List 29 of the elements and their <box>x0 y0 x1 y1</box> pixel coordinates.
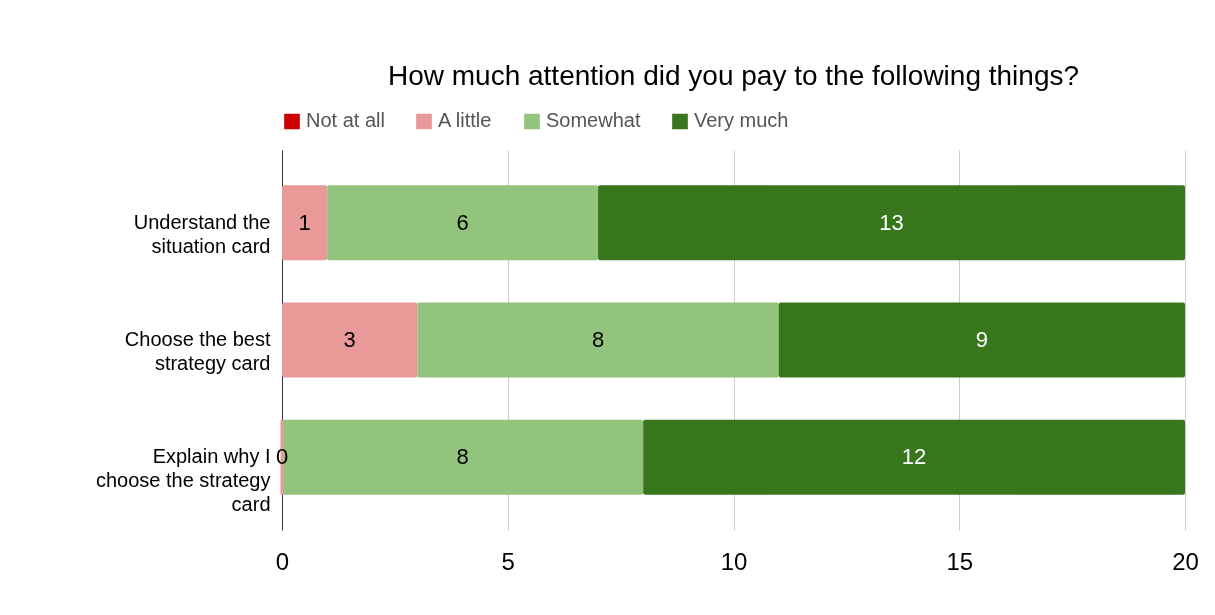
x-tick-label: 15 <box>946 547 974 575</box>
legend-label: Very much <box>694 109 789 132</box>
x-tick-label: 10 <box>720 547 748 575</box>
data-label: 9 <box>975 327 988 352</box>
data-label: 13 <box>879 209 904 235</box>
y-tick-label: Understand the situation card <box>133 210 271 257</box>
data-label: 8 <box>456 444 469 470</box>
y-tick-label: Choose the best strategy card <box>124 328 271 374</box>
data-label: 0 <box>275 444 289 470</box>
x-tick-label: 5 <box>501 547 515 575</box>
x-tick-label: 0 <box>275 547 290 575</box>
bar <box>327 185 599 261</box>
bar <box>598 185 1185 261</box>
bar <box>643 419 1185 495</box>
legend-label: Somewhat <box>546 109 641 132</box>
bar <box>282 185 328 261</box>
data-label: 12 <box>901 444 927 470</box>
bar <box>282 302 418 378</box>
x-tick-label: 20 <box>1172 547 1199 575</box>
y-tick-label: Explain why I choose the strategy card <box>95 445 271 516</box>
legend-label: A little <box>438 109 492 132</box>
data-label: 8 <box>591 327 605 352</box>
data-label: 1 <box>298 209 311 235</box>
legend-label: Not at all <box>306 109 385 132</box>
data-label: 6 <box>456 209 469 235</box>
bar <box>417 302 779 378</box>
data-label: 3 <box>343 327 356 352</box>
bar <box>778 302 1185 378</box>
chart-title: How much attention did you pay to the following things? <box>387 60 1080 91</box>
